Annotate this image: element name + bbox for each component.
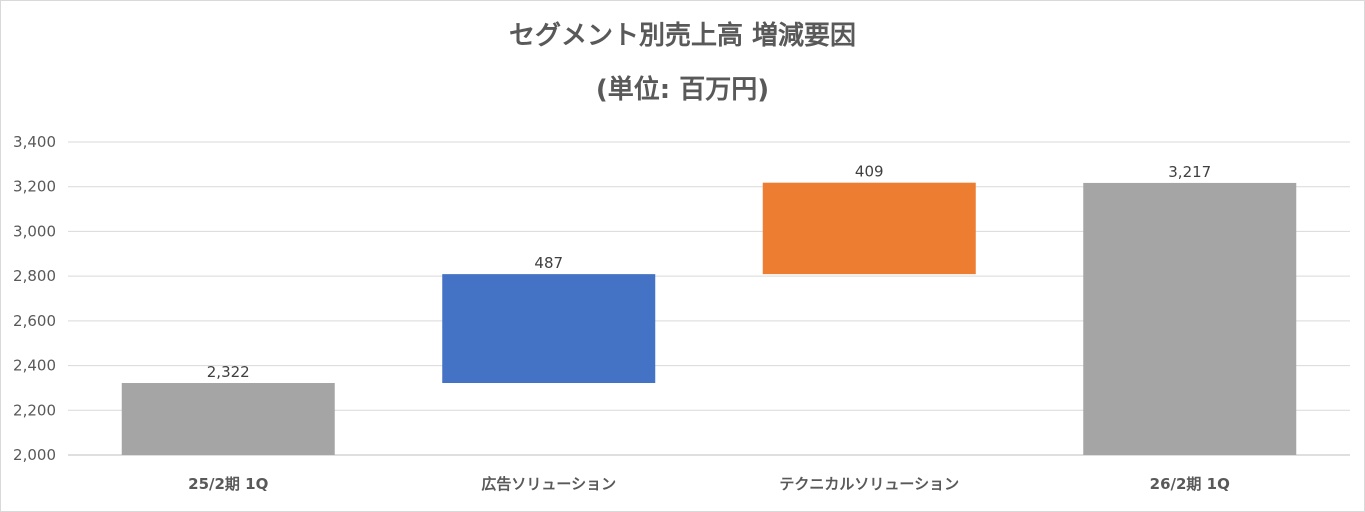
chart-title: セグメント別売上高 増減要因 — [508, 21, 857, 51]
y-tick-label: 2,200 — [13, 401, 56, 419]
total-bar — [121, 383, 335, 455]
y-tick-label: 2,400 — [13, 357, 56, 375]
chart-subtitle: (単位: 百万円) — [595, 75, 770, 105]
data-label: 409 — [855, 163, 884, 181]
data-label: 2,322 — [207, 363, 250, 381]
y-tick-label: 2,000 — [13, 446, 56, 464]
y-tick-label: 3,200 — [13, 178, 56, 196]
y-tick-label: 2,600 — [13, 312, 56, 330]
y-tick-label: 2,800 — [13, 267, 56, 285]
increase-bar — [442, 274, 656, 384]
increase-bar — [762, 182, 976, 275]
total-bar — [1083, 182, 1297, 455]
category-label: 25/2期 1Q — [188, 475, 268, 493]
y-tick-label: 3,000 — [13, 222, 56, 240]
y-tick-label: 3,400 — [13, 133, 56, 151]
chart-title-block: セグメント別売上高 増減要因 (単位: 百万円) — [0, 18, 1365, 108]
category-label: 広告ソリューション — [481, 475, 616, 493]
category-label: 26/2期 1Q — [1150, 475, 1230, 493]
data-label: 487 — [534, 254, 563, 272]
data-label: 3,217 — [1168, 163, 1211, 181]
category-label: テクニカルソリューション — [779, 475, 959, 493]
